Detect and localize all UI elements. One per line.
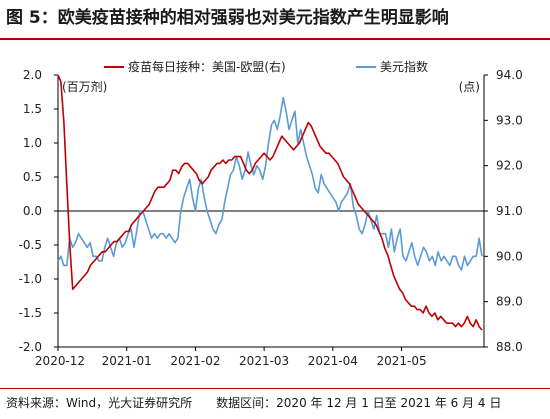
title-divider xyxy=(0,38,550,40)
right-tick-label: 92.0 xyxy=(496,159,523,173)
figure-title: 图 5：欧美疫苗接种的相对强弱也对美元指数产生明显影响 xyxy=(6,8,449,28)
x-tick-label: 2021-05 xyxy=(376,354,426,368)
x-tick-label: 2021-03 xyxy=(239,354,289,368)
x-tick-label: 2021-04 xyxy=(308,354,358,368)
right-tick-label: 88.0 xyxy=(496,340,523,354)
right-tick-label: 89.0 xyxy=(496,295,523,309)
left-tick-label: 0.5 xyxy=(23,170,42,184)
x-tick-label: 2020-12 xyxy=(35,354,85,368)
series-line-vaccine xyxy=(57,74,483,331)
left-tick-label: -1.5 xyxy=(19,306,42,320)
series-line-usd xyxy=(57,96,483,271)
right-tick-label: 94.0 xyxy=(496,68,523,82)
left-tick-label: -1.0 xyxy=(19,272,42,286)
footer-divider xyxy=(0,388,550,389)
legend-label-usd: 美元指数 xyxy=(380,59,428,74)
dual-axis-line-chart: 2.0 1.5 1.0 0.5 0.0 -0.5 -1.0 -1.5 -2.0 94.0 93.0 9… xyxy=(19,59,523,368)
right-tick-label: 91.0 xyxy=(496,204,523,218)
legend-label-vaccine: 疫苗每日接种：美国-欧盟(右) xyxy=(128,59,286,74)
left-tick-label: 1.5 xyxy=(23,102,42,116)
right-unit-label: (点) xyxy=(459,80,480,94)
left-tick-label: 0.0 xyxy=(23,204,42,218)
left-tick-label: -2.0 xyxy=(19,340,42,354)
x-tick-label: 2021-02 xyxy=(170,354,220,368)
left-tick-label: -0.5 xyxy=(19,238,42,252)
source-note: 资料来源：Wind，光大证券研究所 数据区间：2020 年 12 月 1 日至 … xyxy=(6,396,502,410)
right-tick-label: 93.0 xyxy=(496,113,523,127)
right-tick-label: 90.0 xyxy=(496,249,523,263)
x-tick-label: 2021-01 xyxy=(102,354,152,368)
left-tick-label: 2.0 xyxy=(23,68,42,82)
left-unit-label: (百万剂) xyxy=(62,79,107,94)
left-tick-label: 1.0 xyxy=(23,136,42,150)
